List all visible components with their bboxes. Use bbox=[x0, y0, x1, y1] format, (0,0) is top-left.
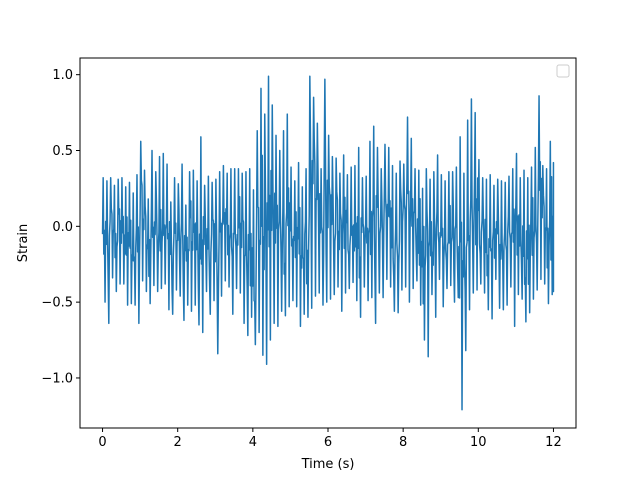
x-tick-label: 0 bbox=[98, 435, 106, 450]
x-axis: 0 2 4 6 8 10 12 bbox=[98, 428, 562, 450]
y-tick-label: 0.0 bbox=[52, 220, 73, 235]
legend-box bbox=[556, 64, 570, 78]
y-axis: −1.0 −0.5 0.0 0.5 1.0 bbox=[41, 68, 80, 386]
x-tick-label: 4 bbox=[249, 435, 257, 450]
y-tick-label: 1.0 bbox=[52, 68, 73, 83]
x-tick-label: 12 bbox=[545, 435, 562, 450]
x-tick-label: 8 bbox=[399, 435, 407, 450]
y-tick-label: −1.0 bbox=[41, 371, 73, 386]
x-axis-label: Time (s) bbox=[301, 457, 355, 472]
y-tick-label: 0.5 bbox=[52, 144, 73, 159]
x-tick-label: 10 bbox=[470, 435, 487, 450]
y-tick-label: −0.5 bbox=[41, 296, 73, 311]
x-tick-label: 6 bbox=[324, 435, 332, 450]
strain-series-line bbox=[101, 75, 555, 411]
y-axis-label: Strain bbox=[16, 224, 31, 263]
x-tick-label: 2 bbox=[174, 435, 182, 450]
